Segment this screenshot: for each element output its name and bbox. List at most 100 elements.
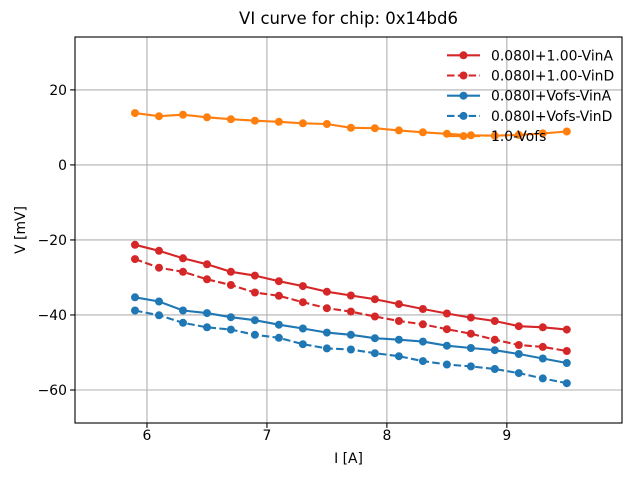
y-tick-label: −60 — [38, 383, 67, 399]
data-point-marker — [250, 116, 259, 125]
data-point-marker — [298, 282, 307, 291]
chart-title: VI curve for chip: 0x14bd6 — [239, 9, 458, 28]
data-point-marker — [322, 120, 331, 128]
data-point-marker — [394, 335, 403, 344]
data-point-marker — [514, 341, 523, 349]
data-point-marker — [562, 347, 571, 355]
data-point-marker — [514, 130, 523, 139]
data-point-marker — [562, 359, 571, 367]
legend-marker — [459, 111, 468, 120]
data-point-marker — [155, 112, 163, 121]
data-point-marker — [346, 307, 355, 316]
data-point-marker — [370, 312, 379, 321]
series-1.0-Vofs — [131, 109, 571, 140]
legend-marker — [459, 51, 468, 60]
data-point-marker — [131, 240, 139, 249]
data-point-marker — [274, 291, 283, 300]
legend-marker — [459, 132, 468, 141]
data-point-marker — [418, 320, 427, 329]
data-point-marker — [418, 128, 427, 137]
x-tick-label: 9 — [502, 428, 511, 444]
data-point-marker — [131, 255, 139, 264]
data-point-marker — [346, 123, 355, 132]
y-tick-label: 20 — [49, 83, 67, 99]
data-point-marker — [226, 325, 235, 334]
data-point-marker — [298, 340, 307, 349]
x-tick-label: 7 — [263, 428, 272, 444]
legend-marker — [459, 71, 468, 80]
series-0.080I+1.00-VinA — [131, 240, 571, 334]
data-point-marker — [346, 345, 355, 354]
data-point-marker — [274, 333, 283, 342]
x-axis-label: I [A] — [334, 451, 363, 467]
data-point-marker — [490, 317, 499, 325]
data-point-marker — [155, 263, 163, 272]
y-tick-label: 0 — [58, 158, 67, 174]
data-point-marker — [562, 325, 571, 334]
data-point-marker — [274, 277, 283, 286]
data-point-marker — [226, 281, 235, 289]
series-0.080I+Vofs-VinD — [131, 306, 571, 388]
legend-entry: 1.0-Vofs — [447, 129, 546, 145]
data-point-marker — [466, 313, 475, 322]
data-point-marker — [203, 309, 211, 318]
legend: 0.080I+1.00-VinA 0.080I+1.00-VinD 0.080I+V… — [447, 48, 614, 145]
data-point-marker — [514, 322, 523, 331]
data-point-marker — [155, 297, 163, 306]
data-point-marker — [442, 309, 451, 318]
data-point-marker — [322, 287, 331, 296]
data-point-marker — [394, 317, 403, 325]
data-point-marker — [226, 267, 235, 276]
data-point-marker — [418, 305, 427, 313]
data-point-marker — [226, 313, 235, 322]
legend-label: 0.080I+Vofs-VinA — [491, 89, 612, 105]
data-point-marker — [370, 295, 379, 304]
data-point-marker — [370, 349, 379, 358]
y-axis-label: V [mV] — [13, 206, 29, 254]
data-point-marker — [131, 306, 139, 315]
data-point-marker — [250, 330, 259, 339]
data-point-marker — [298, 298, 307, 307]
data-point-marker — [298, 324, 307, 333]
data-point-marker — [538, 129, 547, 138]
data-point-marker — [442, 325, 451, 334]
data-point-marker — [274, 117, 283, 126]
data-point-marker — [442, 341, 451, 350]
data-point-marker — [179, 254, 187, 263]
legend-entry: 0.080I+1.00-VinD — [447, 69, 614, 85]
data-point-marker — [203, 113, 211, 122]
data-point-marker — [394, 126, 403, 135]
legend-label: 0.080I+1.00-VinD — [491, 69, 614, 85]
grid — [75, 37, 622, 423]
data-point-marker — [155, 246, 163, 255]
data-point-marker — [250, 288, 259, 297]
y-tick-label: −40 — [38, 308, 67, 324]
data-point-marker — [562, 127, 571, 136]
data-point-marker — [131, 293, 139, 302]
x-tick-label: 6 — [143, 428, 152, 444]
legend-entry: 0.080I+1.00-VinA — [447, 48, 613, 64]
data-point-marker — [322, 344, 331, 353]
plot-border — [74, 36, 623, 424]
y-tick-label: −20 — [38, 233, 67, 249]
data-point-marker — [538, 323, 547, 332]
data-point-marker — [346, 291, 355, 300]
data-point-marker — [203, 323, 211, 332]
legend-entry: 0.080I+Vofs-VinD — [447, 109, 612, 125]
data-point-marker — [322, 304, 331, 313]
data-point-marker — [322, 328, 331, 337]
series-0.080I+Vofs-VinA — [131, 293, 571, 367]
legend-label: 1.0-Vofs — [491, 129, 546, 145]
data-point-marker — [226, 115, 235, 124]
data-point-marker — [370, 124, 379, 133]
data-point-marker — [442, 360, 451, 369]
data-point-marker — [418, 357, 427, 366]
data-point-marker — [203, 260, 211, 269]
data-point-marker — [466, 362, 475, 371]
data-point-marker — [418, 337, 427, 346]
data-point-marker — [179, 318, 187, 327]
x-axis-ticks: 6 7 8 9 — [143, 423, 511, 444]
data-point-marker — [250, 316, 259, 325]
